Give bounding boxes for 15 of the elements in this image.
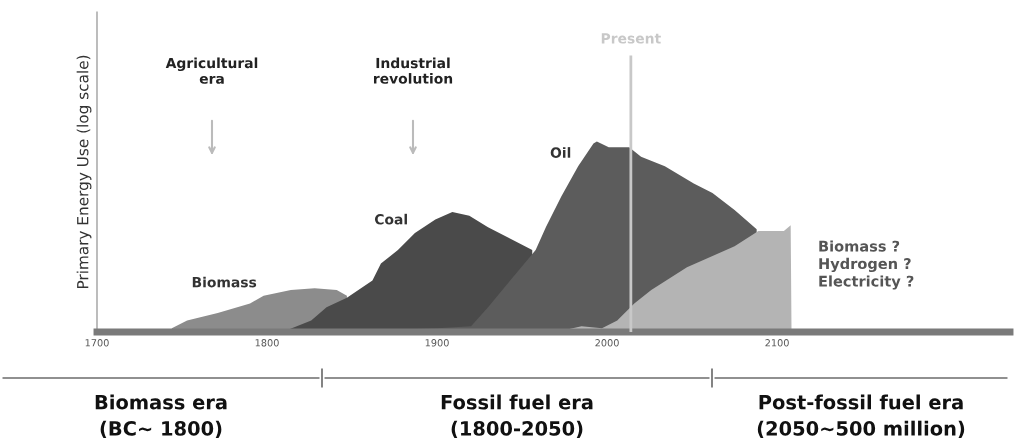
text: Industrial revolution [374, 57, 453, 84]
y-axis-title: Primary Energy Use (log scale) [76, 55, 92, 289]
x-tick-label: 1900 [425, 339, 449, 347]
x-tick-label: 1800 [255, 339, 279, 347]
series-label: Biomass [192, 276, 257, 288]
text: Agricultural era [165, 57, 258, 84]
text: Biomass era (BC~ 1800) [95, 394, 227, 439]
x-tick-label: 2100 [765, 339, 789, 347]
x-tick-label: 1700 [85, 339, 109, 347]
text: Fossil fuel era (1800-2050) [441, 394, 593, 439]
series-label: Oil [550, 147, 571, 158]
text: Post-fossil fuel era (2050~500 million) [757, 394, 965, 439]
annotation: Biomass ? Hydrogen ? Electricity ? [819, 240, 914, 290]
series-label: Coal [374, 213, 407, 225]
x-tick-label: 2000 [595, 339, 619, 347]
